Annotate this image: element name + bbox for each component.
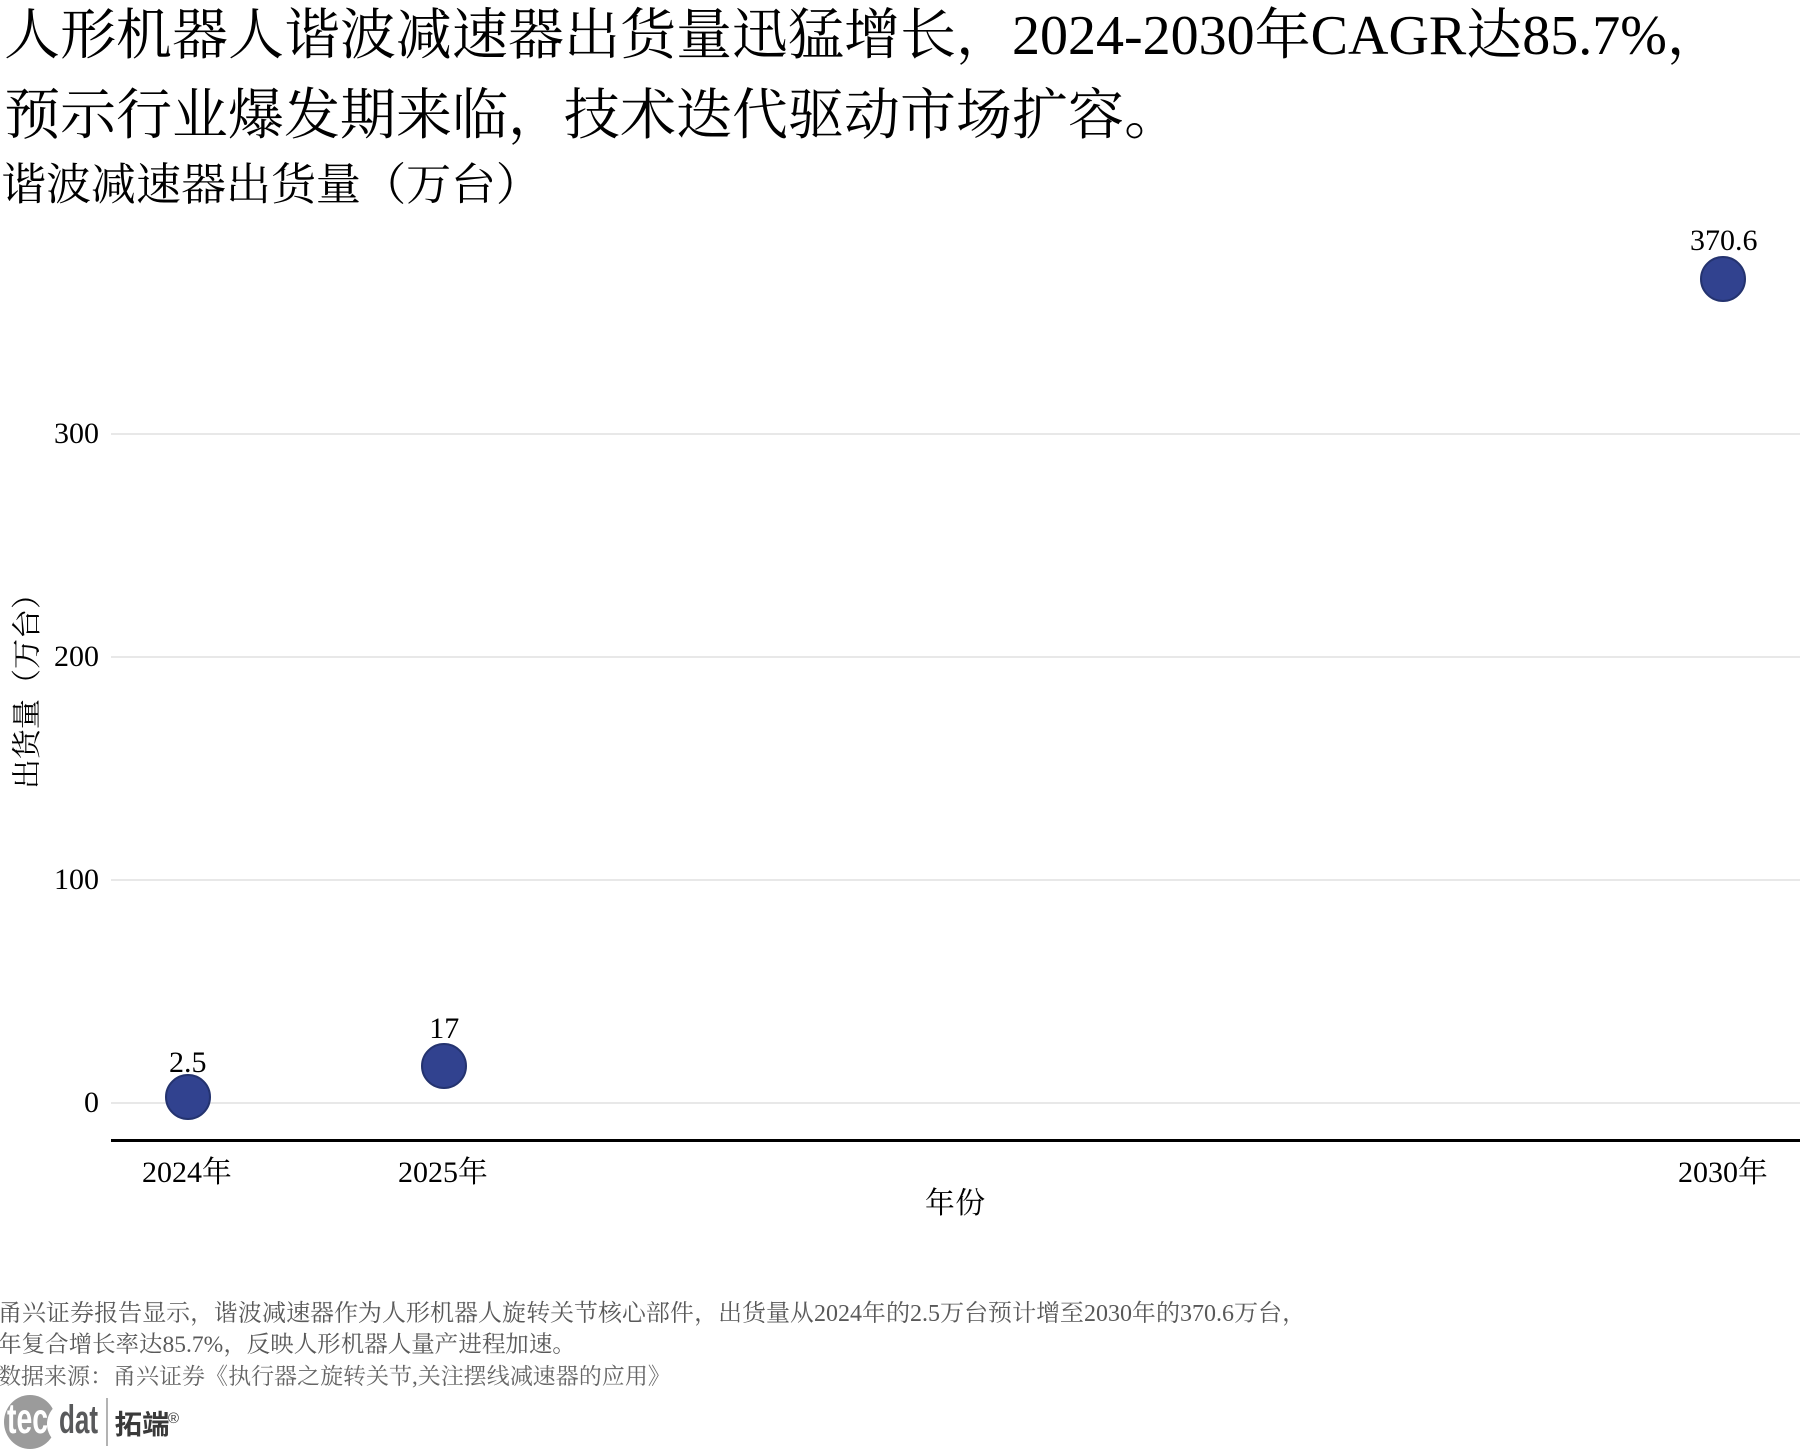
svg-text:tec: tec	[7, 1395, 48, 1443]
svg-text:拓端: 拓端	[115, 1402, 170, 1442]
svg-text:dat: dat	[59, 1398, 98, 1442]
svg-text:®: ®	[168, 1410, 179, 1427]
